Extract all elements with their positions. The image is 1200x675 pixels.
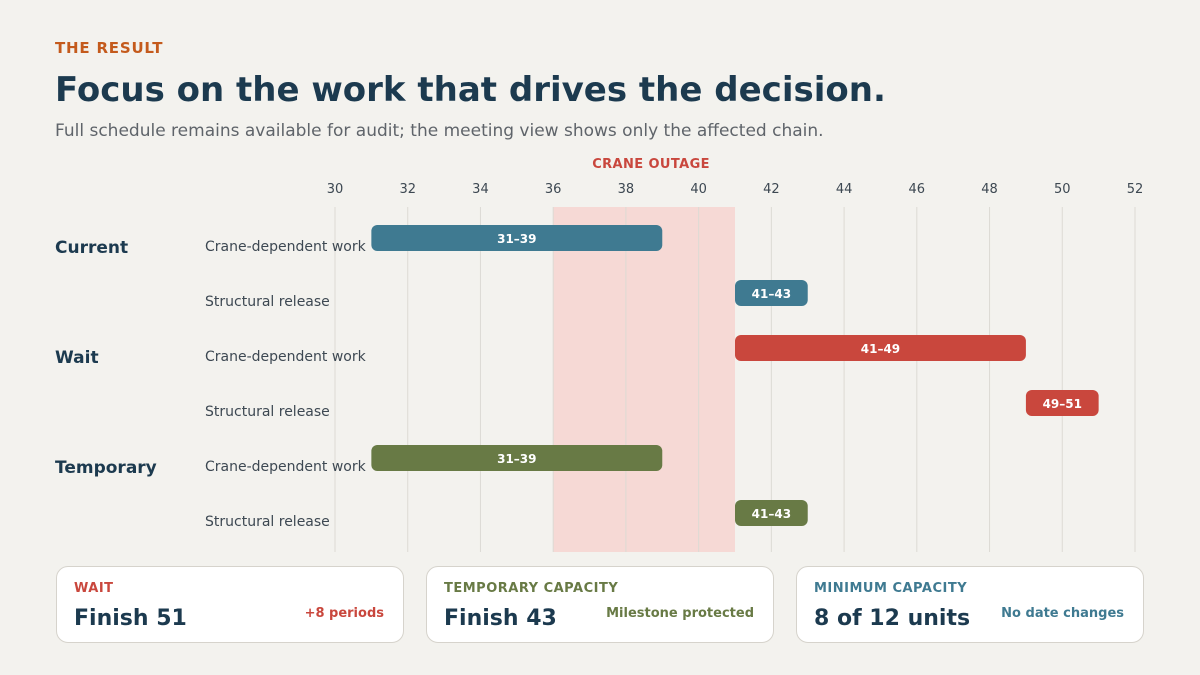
x-tick-label: 32 (399, 182, 416, 197)
task-bar (735, 335, 1026, 361)
card-note: +8 periods (304, 606, 384, 621)
x-tick-label: 44 (836, 182, 853, 197)
x-tick-label: 40 (690, 182, 707, 197)
x-tick-label: 52 (1127, 182, 1144, 197)
bar-value-label: 49–51 (1043, 397, 1082, 411)
card-value: Finish 51 (74, 606, 187, 631)
group-label: Temporary (55, 458, 157, 478)
page-subtitle: Full schedule remains available for audi… (55, 121, 824, 141)
card-value: 8 of 12 units (814, 606, 971, 631)
crane-outage-label: CRANE OUTAGE (592, 157, 710, 172)
group-label: Wait (55, 348, 99, 368)
eyebrow-label: THE RESULT (55, 39, 164, 57)
task-label: Structural release (205, 404, 330, 420)
card-label: MINIMUM CAPACITY (814, 581, 968, 596)
page-title: Focus on the work that drives the decisi… (55, 70, 886, 110)
crane-outage-band (553, 207, 735, 552)
bar-value-label: 31–39 (497, 452, 536, 466)
task-bar (371, 445, 663, 471)
card-temporary-capacity: TEMPORARY CAPACITY Finish 43 Milestone p… (426, 566, 774, 643)
x-tick-label: 46 (909, 182, 926, 197)
x-tick-label: 48 (981, 182, 998, 197)
x-tick-label: 36 (545, 182, 562, 197)
x-tick-label: 34 (472, 182, 489, 197)
x-tick-label: 42 (763, 182, 780, 197)
card-minimum-capacity: MINIMUM CAPACITY 8 of 12 units No date c… (796, 566, 1144, 643)
bar-value-label: 31–39 (497, 232, 536, 246)
task-label: Crane-dependent work (205, 239, 367, 255)
task-label: Structural release (205, 514, 330, 530)
task-label: Structural release (205, 294, 330, 310)
task-bar (735, 280, 808, 306)
x-tick-label: 50 (1054, 182, 1071, 197)
bar-value-label: 41–43 (752, 287, 791, 301)
card-note: Milestone protected (606, 606, 754, 621)
card-label: TEMPORARY CAPACITY (444, 581, 619, 596)
task-bar (1025, 390, 1099, 416)
card-wait: WAIT Finish 51 +8 periods (56, 566, 404, 643)
task-label: Crane-dependent work (205, 349, 367, 365)
task-bar (371, 225, 663, 251)
task-bar (735, 500, 808, 526)
bar-value-label: 41–49 (861, 342, 900, 356)
x-tick-label: 38 (618, 182, 635, 197)
task-label: Crane-dependent work (205, 459, 367, 475)
card-value: Finish 43 (444, 606, 557, 631)
x-tick-label: 30 (327, 182, 344, 197)
card-label: WAIT (74, 581, 114, 596)
bar-value-label: 41–43 (752, 507, 791, 521)
card-note: No date changes (1001, 606, 1124, 621)
group-label: Current (55, 238, 128, 258)
